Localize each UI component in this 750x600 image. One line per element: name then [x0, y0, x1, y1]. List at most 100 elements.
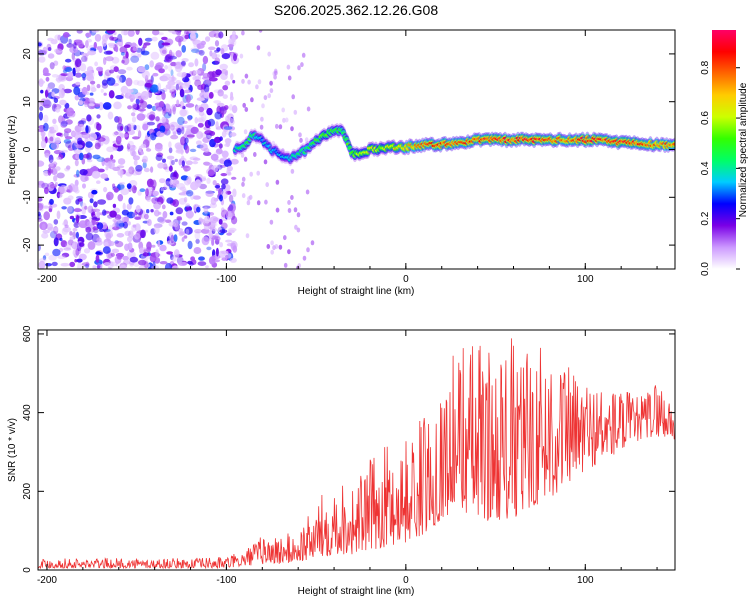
- noise-speckle: [105, 33, 109, 40]
- noise-speckle: [161, 204, 166, 210]
- noise-speckle: [72, 142, 78, 151]
- noise-speckle: [175, 251, 179, 256]
- noise-speckle: [76, 258, 83, 263]
- noise-speckle: [44, 187, 49, 195]
- noise-speckle: [270, 240, 274, 246]
- noise-speckle: [119, 264, 127, 269]
- noise-speckle: [84, 205, 88, 210]
- noise-speckle: [306, 247, 310, 253]
- noise-speckle: [49, 136, 54, 142]
- noise-speckle: [119, 46, 128, 54]
- noise-speckle: [220, 48, 225, 55]
- noise-speckle: [102, 102, 112, 110]
- noise-speckle: [67, 206, 75, 214]
- noise-speckle: [106, 191, 114, 201]
- noise-speckle: [81, 55, 88, 63]
- noise-speckle: [64, 224, 69, 228]
- noise-speckle: [155, 249, 159, 258]
- noise-speckle: [129, 262, 134, 267]
- snr-panel: -200 -100 0 100 0 200 400 600 Height of straigh…: [7, 325, 676, 597]
- noise-speckle: [39, 106, 44, 111]
- noise-speckle: [184, 226, 193, 235]
- noise-speckle: [182, 120, 188, 125]
- noise-speckle: [118, 222, 126, 227]
- noise-speckle: [143, 167, 150, 173]
- noise-speckle: [225, 138, 231, 148]
- noise-speckle: [166, 251, 174, 255]
- noise-speckle: [95, 251, 102, 255]
- noise-speckle: [63, 88, 72, 94]
- noise-speckle: [189, 191, 195, 200]
- noise-speckle: [129, 145, 137, 151]
- noise-speckle: [48, 254, 57, 261]
- noise-speckle: [42, 99, 52, 109]
- noise-speckle: [145, 188, 149, 197]
- noise-speckle: [109, 69, 115, 74]
- noise-speckle: [286, 64, 291, 70]
- noise-speckle: [208, 256, 216, 265]
- noise-speckle: [45, 89, 48, 99]
- noise-speckle: [38, 42, 42, 47]
- noise-speckle: [112, 218, 120, 223]
- noise-speckle: [157, 240, 161, 248]
- noise-speckle: [132, 103, 141, 110]
- noise-speckle: [228, 203, 236, 213]
- noise-speckle: [47, 226, 55, 232]
- noise-speckle: [48, 154, 54, 164]
- noise-speckle: [113, 66, 119, 73]
- noise-speckle: [111, 36, 119, 42]
- noise-speckle: [135, 124, 141, 132]
- noise-speckle: [297, 65, 301, 71]
- noise-speckle: [59, 99, 67, 106]
- noise-speckle: [162, 87, 168, 93]
- noise-speckle: [107, 266, 112, 269]
- noise-speckle: [283, 262, 288, 268]
- noise-speckle: [73, 138, 79, 147]
- noise-speckle: [219, 63, 228, 70]
- noise-speckle: [93, 41, 98, 49]
- noise-speckle: [91, 216, 98, 220]
- noise-speckle: [42, 255, 47, 261]
- noise-speckle: [173, 170, 178, 178]
- noise-speckle: [162, 211, 168, 219]
- noise-speckle: [72, 67, 76, 77]
- noise-speckle: [275, 207, 280, 213]
- noise-speckle: [124, 171, 133, 176]
- noise-speckle: [85, 32, 92, 38]
- noise-speckle: [282, 117, 286, 123]
- noise-speckle: [176, 128, 182, 135]
- noise-speckle: [264, 199, 268, 205]
- noise-speckle: [163, 181, 172, 190]
- noise-speckle: [172, 93, 176, 99]
- noise-speckle: [239, 53, 244, 59]
- noise-speckle: [66, 205, 73, 213]
- noise-speckle: [290, 168, 295, 174]
- noise-speckle: [86, 47, 92, 51]
- noise-speckle: [228, 227, 237, 232]
- noise-speckle: [192, 161, 199, 165]
- noise-speckle: [90, 84, 96, 89]
- noise-speckle: [175, 61, 182, 66]
- noise-speckle: [94, 34, 102, 42]
- noise-speckle: [115, 95, 124, 100]
- noise-speckle: [170, 134, 179, 140]
- noise-speckle: [126, 66, 133, 71]
- noise-speckle: [208, 91, 214, 99]
- noise-speckle: [139, 100, 148, 109]
- noise-speckle: [219, 229, 228, 234]
- noise-speckle: [107, 111, 114, 120]
- noise-speckle: [275, 123, 279, 129]
- noise-speckle: [83, 248, 91, 254]
- noise-speckle: [168, 141, 172, 149]
- noise-speckle: [172, 199, 179, 208]
- noise-speckle: [182, 72, 187, 77]
- noise-speckle: [224, 71, 228, 76]
- noise-speckle: [88, 132, 98, 141]
- noise-speckle: [203, 206, 208, 214]
- noise-speckle: [87, 50, 96, 56]
- noise-speckle: [42, 205, 50, 209]
- noise-speckle: [144, 261, 149, 269]
- noise-speckle: [85, 40, 89, 49]
- noise-speckle: [146, 209, 150, 214]
- noise-speckle: [134, 92, 142, 100]
